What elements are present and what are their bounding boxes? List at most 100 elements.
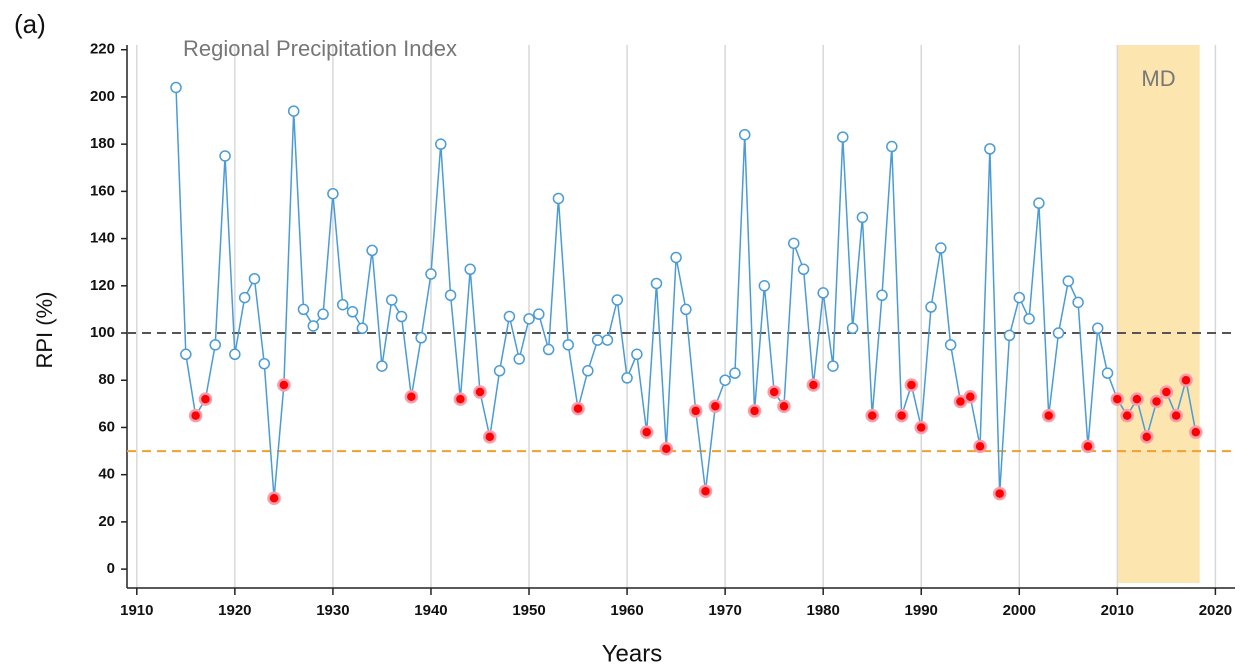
data-point	[395, 310, 408, 323]
data-point	[219, 150, 231, 162]
panel-label: (a)	[14, 9, 46, 39]
data-point	[894, 408, 909, 423]
data-point	[708, 399, 723, 413]
data-point	[1140, 430, 1154, 444]
data-point	[1110, 392, 1125, 406]
data-point	[444, 289, 457, 302]
data-point	[435, 138, 447, 150]
data-line	[175, 87, 1197, 499]
data-point	[229, 348, 241, 361]
data-point	[1033, 197, 1045, 209]
data-point	[591, 334, 604, 346]
data-point	[747, 404, 762, 418]
data-point	[935, 242, 947, 254]
y-tick-label: 140	[90, 230, 115, 247]
data-point	[533, 308, 545, 320]
data-point	[1062, 275, 1075, 287]
data-point	[267, 491, 281, 506]
data-point	[984, 143, 996, 155]
data-point	[886, 140, 898, 153]
y-axis-label: RPI (%)	[32, 292, 57, 369]
data-point	[698, 484, 713, 498]
x-tick-label: 1980	[806, 602, 839, 619]
data-point	[562, 339, 574, 351]
data-point	[180, 348, 192, 361]
data-point	[837, 131, 849, 143]
data-point	[1101, 367, 1114, 379]
data-point	[1003, 329, 1016, 342]
data-point	[817, 287, 829, 299]
data-point	[1013, 291, 1026, 304]
data-point	[650, 277, 663, 290]
data-point	[297, 303, 310, 316]
data-point	[788, 237, 800, 250]
data-point	[914, 420, 928, 435]
data-point	[307, 320, 320, 332]
data-point	[453, 392, 468, 406]
data-point	[356, 322, 369, 335]
y-tick-label: 120	[90, 277, 115, 294]
x-tick-label: 2010	[1101, 602, 1134, 619]
data-point	[493, 365, 506, 377]
data-point	[729, 367, 741, 379]
data-point	[1081, 439, 1095, 454]
data-point	[513, 353, 525, 365]
data-point	[1179, 373, 1193, 387]
data-point	[346, 306, 359, 318]
data-point	[670, 251, 682, 264]
y-tick-label: 160	[90, 182, 115, 199]
data-point	[258, 357, 271, 370]
chart-title: Regional Precipitation Index	[183, 36, 457, 61]
data-point	[425, 268, 437, 280]
data-point	[659, 441, 674, 456]
data-point	[876, 289, 888, 302]
data-point	[767, 385, 781, 399]
data-point	[552, 192, 565, 205]
data-point	[1130, 392, 1144, 406]
data-point	[688, 404, 703, 418]
x-tick-label: 1940	[414, 602, 447, 619]
data-point	[376, 360, 388, 372]
data-point	[680, 303, 692, 316]
x-tick-label: 1950	[512, 602, 545, 619]
data-point	[571, 401, 585, 416]
y-tick-label: 40	[98, 466, 115, 483]
data-point	[1120, 408, 1134, 423]
data-point	[327, 187, 339, 200]
data-point	[248, 272, 261, 285]
data-point	[404, 390, 419, 404]
data-point	[827, 360, 839, 372]
data-point	[366, 244, 378, 257]
data-point	[415, 331, 427, 344]
data-point	[865, 408, 879, 423]
data-point	[963, 390, 978, 404]
x-tick-label: 1990	[905, 602, 938, 619]
x-tick-label: 1930	[316, 602, 349, 619]
data-point	[542, 343, 555, 356]
y-tick-label: 20	[98, 513, 115, 530]
data-point	[503, 310, 516, 323]
data-point	[209, 339, 221, 351]
x-tick-label: 1910	[120, 602, 153, 619]
data-point	[1189, 425, 1203, 439]
data-point	[973, 439, 987, 454]
data-point	[621, 372, 633, 384]
data-point	[1072, 296, 1084, 309]
data-point	[777, 399, 791, 413]
y-tick-label: 180	[90, 135, 115, 152]
x-tick-label: 2020	[1199, 602, 1232, 619]
data-point	[904, 378, 919, 392]
shaded-region	[1117, 45, 1200, 583]
data-point	[944, 339, 957, 351]
data-point	[611, 294, 624, 306]
y-tick-label: 100	[90, 324, 115, 341]
data-point	[287, 105, 300, 117]
data-point	[846, 322, 859, 335]
data-point	[925, 301, 937, 313]
data-point	[188, 408, 203, 423]
y-tick-label: 60	[98, 418, 115, 435]
data-point	[738, 128, 751, 141]
data-point	[1091, 322, 1104, 335]
data-point	[582, 365, 594, 377]
x-tick-label: 1920	[218, 602, 251, 619]
